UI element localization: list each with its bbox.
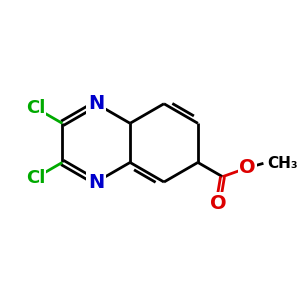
Text: O: O <box>239 158 256 177</box>
Text: CH₃: CH₃ <box>267 156 298 171</box>
Text: Cl: Cl <box>26 99 45 117</box>
Text: N: N <box>88 172 104 191</box>
Text: Cl: Cl <box>26 169 45 187</box>
Text: O: O <box>210 194 226 213</box>
Text: N: N <box>88 94 104 113</box>
